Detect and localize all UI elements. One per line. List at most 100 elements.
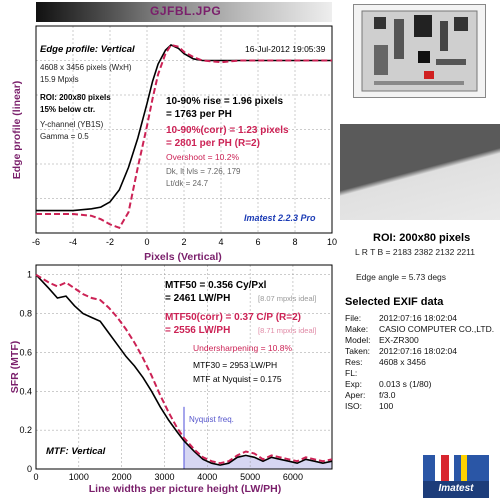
exif-value: CASIO COMPUTER CO.,LTD. bbox=[379, 324, 495, 334]
mtf-at-nyquist: MTF at Nyquist = 0.175 bbox=[193, 374, 282, 384]
image-size: 4608 x 3456 pixels (WxH) bbox=[40, 63, 132, 72]
exif-row: Aper: f/3.0 bbox=[345, 390, 396, 400]
mtf50corr-line-b: = 2556 LW/PH bbox=[165, 325, 230, 336]
mtf30: MTF30 = 2953 LW/PH bbox=[193, 360, 277, 370]
exif-key: FL: bbox=[345, 368, 358, 378]
mtf-series bbox=[35, 273, 333, 466]
corr-line-2: = 2801 per PH (R=2) bbox=[166, 138, 260, 149]
roi-marker bbox=[424, 71, 434, 79]
corr-line-1: 10-90%(corr) = 1.23 pixels bbox=[166, 125, 289, 136]
nyquist-label: Nyquist freq. bbox=[189, 415, 234, 424]
mtf-x-label: Line widths per picture height (LW/PH) bbox=[89, 483, 282, 495]
edge-x-tick-label: 4 bbox=[218, 237, 223, 247]
edge-x-label: Pixels (Vertical) bbox=[144, 251, 222, 263]
edge-line bbox=[36, 44, 332, 212]
mtf50corr-ideal: [8.71 mpxls ideal] bbox=[258, 326, 316, 335]
mtf-x-tick-label: 4000 bbox=[197, 472, 217, 482]
mtf-x-tick-label: 6000 bbox=[283, 472, 303, 482]
exif-value: EX-ZR300 bbox=[379, 335, 419, 345]
mtf50-ideal: [8.07 mpxls ideal] bbox=[258, 294, 316, 303]
imatest-version: Imatest 2.2.3 Pro bbox=[244, 213, 316, 223]
edge-y-label: Edge profile (linear) bbox=[11, 81, 23, 180]
edge-x-tick-label: 10 bbox=[327, 237, 337, 247]
exif-row: Model: EX-ZR300 bbox=[345, 335, 419, 345]
mtf-y-tick-label: 0.8 bbox=[19, 309, 32, 319]
edge-timestamp: 16-Jul-2012 19:05:39 bbox=[245, 44, 326, 54]
exif-value: f/3.0 bbox=[379, 390, 396, 400]
mtf-y-tick-label: 0.6 bbox=[19, 347, 32, 357]
edge-x-tick-label: -4 bbox=[69, 237, 77, 247]
edge-x-tick-label: 8 bbox=[292, 237, 297, 247]
chart-thumbnail bbox=[353, 4, 486, 98]
rise-line-1: 10-90% rise = 1.96 pixels bbox=[166, 96, 283, 107]
edge-plot-frame bbox=[35, 25, 333, 234]
mtf-nyquist-fill bbox=[184, 440, 332, 469]
channel: Y-channel (YB1S) bbox=[40, 120, 104, 129]
logo-flag bbox=[423, 455, 489, 481]
mpxls: 15.9 Mpxls bbox=[40, 75, 79, 84]
test-chart-image bbox=[361, 10, 478, 92]
exif-value: 4608 x 3456 bbox=[379, 357, 426, 367]
edge-angle: Edge angle = 5.73 degs bbox=[356, 272, 447, 282]
exif-row: Taken: 2012:07:16 18:02:04 bbox=[345, 346, 457, 356]
exif-title: Selected EXIF data bbox=[345, 296, 444, 308]
dk-lt-levels: Dk, lt lvls = 7.26, 179 bbox=[166, 167, 241, 176]
mtf50corr-line-a: MTF50(corr) = 0.37 C/P (R=2) bbox=[165, 312, 301, 323]
mtf-line bbox=[35, 274, 333, 466]
rise-line-2: = 1763 per PH bbox=[166, 109, 232, 120]
gray-scale-strip bbox=[36, 2, 332, 22]
mtf-y-label: SFR (MTF) bbox=[9, 341, 21, 394]
exif-key: Taken: bbox=[345, 346, 371, 356]
edge-title: Edge profile: Vertical bbox=[40, 44, 135, 55]
gamma: Gamma = 0.5 bbox=[40, 132, 89, 141]
mtf-x-tick-label: 5000 bbox=[240, 472, 260, 482]
mtf-chart: 0 1000 2000 3000 4000 5000 600000.20.40.60.81 … bbox=[9, 264, 333, 495]
mtf-y-tick-label: 0.2 bbox=[19, 425, 32, 435]
roi-position: 15% below ctr. bbox=[40, 105, 95, 114]
exif-row: File: 2012:07:16 18:02:04 bbox=[345, 313, 457, 323]
mtf-corrected-line bbox=[35, 273, 333, 465]
exif-key: Model: bbox=[345, 335, 371, 345]
exif-row: ISO: 100 bbox=[345, 401, 393, 411]
undersharpening: Undersharpening = 10.8% bbox=[193, 343, 292, 353]
edge-x-tick-label: 6 bbox=[255, 237, 260, 247]
edge-series bbox=[36, 43, 332, 230]
mtf-x-tick-label: 0 bbox=[33, 472, 38, 482]
edge-x-tick-label: 0 bbox=[144, 237, 149, 247]
mtf-plot-frame bbox=[35, 264, 333, 470]
exif-row: Make: CASIO COMPUTER CO.,LTD. bbox=[345, 324, 494, 334]
roi-title: ROI: 200x80 pixels bbox=[373, 232, 471, 244]
edge-x-tick-label: -6 bbox=[32, 237, 40, 247]
exif-value: 2012:07:16 18:02:04 bbox=[379, 346, 457, 356]
roi-size: ROI: 200x80 pixels bbox=[40, 93, 111, 102]
imatest-logo: Imatest bbox=[423, 455, 489, 498]
lt-dk-ratio: Lt/dk = 24.7 bbox=[166, 179, 209, 188]
exif-key: Aper: bbox=[345, 390, 366, 400]
edge-corrected-line bbox=[36, 43, 332, 230]
exif-key: File: bbox=[345, 313, 362, 323]
exif-value: 0.013 s (1/80) bbox=[379, 379, 432, 389]
exif-key: Exp: bbox=[345, 379, 363, 389]
edge-x-tick-label: 2 bbox=[181, 237, 186, 247]
nyquist-area bbox=[184, 440, 332, 469]
mtf-x-tick-label: 1000 bbox=[69, 472, 89, 482]
edge-profile-chart: -6 -4 -2 0 2 4 6 8 10 Pixels (Vertical) Edge pro… bbox=[11, 25, 337, 263]
edge-x-tick-label: -2 bbox=[106, 237, 114, 247]
file-name: GJFBL.JPG bbox=[150, 4, 222, 18]
logo-text: Imatest bbox=[438, 483, 474, 494]
exif-value: 100 bbox=[379, 401, 394, 411]
mtf-y-tick-label: 0.4 bbox=[19, 386, 32, 396]
mtf-y-tick-label: 0 bbox=[27, 464, 32, 474]
roi-image bbox=[340, 124, 500, 220]
mtf-title: MTF: Vertical bbox=[46, 446, 106, 457]
exif-value: 2012:07:16 18:02:04 bbox=[379, 313, 457, 323]
exif-key: Make: bbox=[345, 324, 369, 334]
roi-coordinates: L R T B = 2183 2382 2132 2211 bbox=[355, 247, 475, 257]
mtf-x-tick-label: 3000 bbox=[154, 472, 174, 482]
exif-row: Exp: 0.013 s (1/80) bbox=[345, 379, 431, 389]
mtf50-line-a: MTF50 = 0.356 Cy/Pxl bbox=[165, 280, 267, 291]
mtf50-line-b: = 2461 LW/PH bbox=[165, 293, 230, 304]
exif-row: FL: bbox=[345, 368, 379, 378]
mtf-x-tick-label: 2000 bbox=[112, 472, 132, 482]
exif-key: ISO: bbox=[345, 401, 363, 411]
